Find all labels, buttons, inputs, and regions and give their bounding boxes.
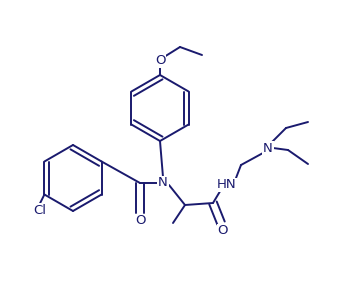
Text: O: O (155, 54, 165, 68)
Text: O: O (218, 224, 228, 237)
Text: N: N (158, 177, 168, 189)
Text: O: O (135, 214, 145, 228)
Text: Cl: Cl (33, 204, 46, 217)
Text: N: N (263, 141, 273, 155)
Text: HN: HN (217, 178, 237, 191)
